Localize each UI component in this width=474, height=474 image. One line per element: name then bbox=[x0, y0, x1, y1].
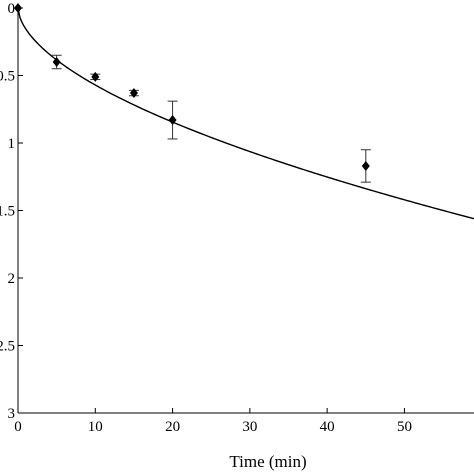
diamond-marker bbox=[361, 160, 370, 171]
x-tick-label: 20 bbox=[165, 419, 180, 435]
diamond-marker bbox=[129, 88, 138, 99]
x-tick-label: 50 bbox=[397, 419, 412, 435]
y-tick-label: 2.5 bbox=[0, 339, 15, 355]
y-axis: 0 0.5 1 1.5 2 2.5 3 bbox=[0, 1, 23, 422]
diamond-marker bbox=[52, 57, 61, 67]
y-tick-label: 0.5 bbox=[0, 69, 15, 85]
data-point bbox=[128, 88, 139, 99]
fit-curve-group bbox=[17, 7, 474, 220]
diamond-marker bbox=[91, 71, 100, 82]
data-point bbox=[90, 71, 101, 82]
y-tick-label: 1 bbox=[8, 136, 16, 152]
x-tick-label: 30 bbox=[242, 419, 257, 435]
fit-curve bbox=[17, 7, 474, 220]
data-point bbox=[51, 54, 62, 70]
data-point bbox=[360, 149, 371, 183]
x-tick-label: 40 bbox=[320, 419, 335, 435]
y-tick-label: 1.5 bbox=[0, 204, 15, 220]
data-points-group bbox=[14, 3, 371, 183]
data-point bbox=[167, 100, 178, 140]
x-tick-label: 10 bbox=[88, 419, 103, 435]
x-axis: 0102030405060 bbox=[14, 408, 412, 435]
y-tick-label: 0 bbox=[8, 1, 16, 17]
x-tick-label: 0 bbox=[14, 419, 22, 435]
y-tick-label: 3 bbox=[8, 406, 16, 422]
x-axis-title: Time (min) bbox=[229, 452, 306, 471]
plot-frame bbox=[17, 8, 474, 414]
y-tick-label: 2 bbox=[8, 271, 16, 287]
diamond-marker bbox=[168, 115, 177, 126]
